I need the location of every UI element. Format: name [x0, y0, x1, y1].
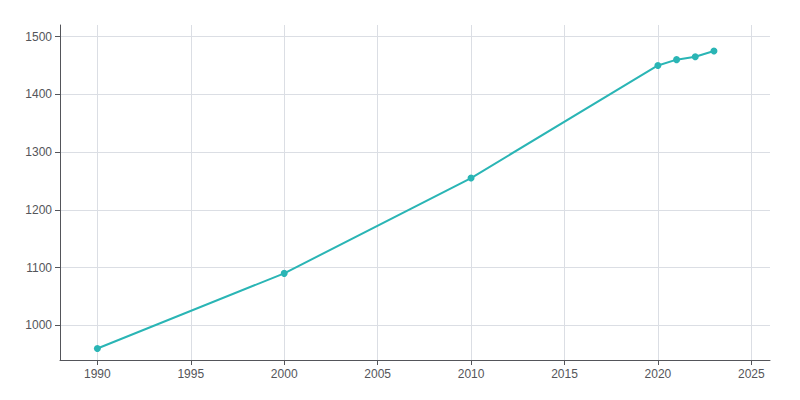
svg-text:1400: 1400: [25, 87, 52, 101]
svg-text:2000: 2000: [271, 367, 298, 381]
svg-text:1990: 1990: [84, 367, 111, 381]
svg-text:2005: 2005: [364, 367, 391, 381]
svg-text:1200: 1200: [25, 203, 52, 217]
svg-text:1995: 1995: [177, 367, 204, 381]
svg-text:1000: 1000: [25, 318, 52, 332]
svg-text:1100: 1100: [26, 261, 52, 275]
svg-text:2015: 2015: [551, 367, 578, 381]
svg-text:2020: 2020: [645, 367, 672, 381]
svg-text:2025: 2025: [738, 367, 765, 381]
svg-text:1300: 1300: [25, 145, 52, 159]
svg-text:2010: 2010: [458, 367, 485, 381]
svg-text:1500: 1500: [25, 30, 52, 44]
